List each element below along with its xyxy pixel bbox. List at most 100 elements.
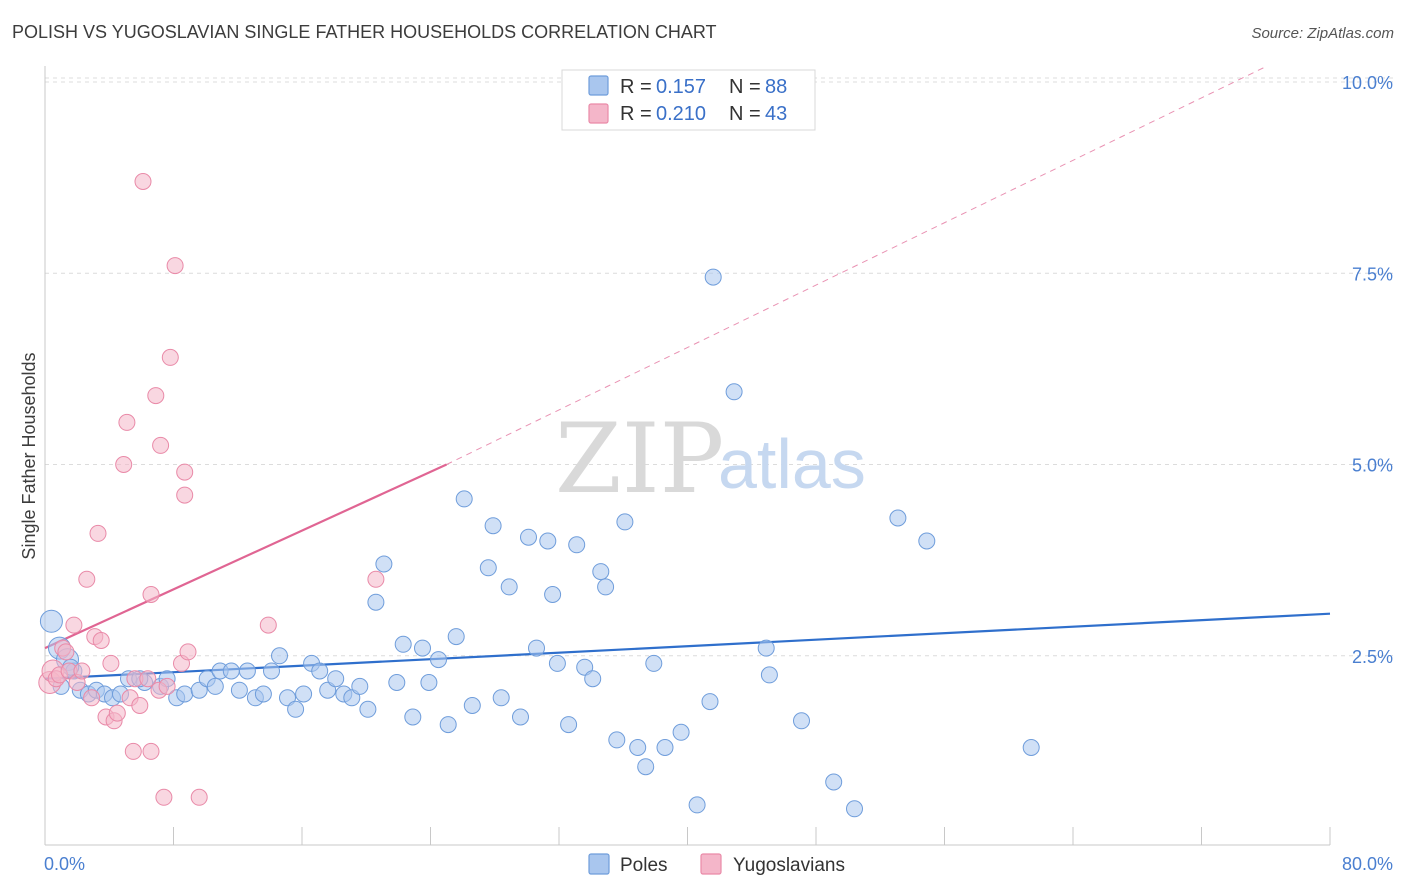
yugoslavians-point [134, 173, 152, 190]
poles-point [447, 628, 465, 646]
poles-point [688, 796, 706, 814]
poles-point [568, 536, 586, 554]
data-points [38, 173, 1040, 818]
yugoslavians-point [102, 654, 120, 672]
yugoslavians-point [147, 387, 165, 405]
legend-n-label-poles: N = [729, 76, 761, 98]
poles-point [512, 708, 529, 726]
x-tick-label-1: 80.0% [1342, 854, 1393, 874]
watermark-atlas: atlas [718, 425, 866, 503]
axes [44, 66, 1331, 846]
poles-point [176, 685, 194, 703]
yugoslavians-point [131, 697, 149, 714]
poles-point [367, 593, 385, 611]
yugoslavians-point [118, 413, 136, 431]
poles-point [295, 685, 313, 703]
poles-point [560, 716, 578, 734]
poles-point [230, 681, 248, 699]
poles-point [327, 670, 345, 688]
poles-point [846, 800, 863, 818]
legend-r-label-yugoslavians: R = [620, 103, 652, 125]
yugoslavians-point [124, 742, 142, 760]
poles-point [645, 654, 663, 672]
yugoslavians-point [78, 570, 96, 588]
poles-point [889, 509, 907, 527]
legend-n-value-poles: 88 [765, 76, 787, 98]
bottom-legend-poles: Poles [620, 855, 668, 876]
poles-point [388, 674, 406, 691]
yugoslavians-point [73, 662, 91, 680]
yugoslavians-point [158, 677, 176, 695]
yugoslavians-point [142, 586, 160, 603]
yugoslavians-point [367, 570, 385, 588]
legend-swatch-yugoslavians [588, 103, 609, 124]
poles-point [492, 689, 510, 707]
yugoslavians-point [155, 788, 173, 806]
legend-n-label-yugoslavians: N = [729, 103, 761, 125]
poles-point [760, 666, 778, 684]
poles-point [757, 639, 775, 657]
watermark: ZIP atlas [555, 403, 866, 515]
poles-point [584, 670, 602, 688]
legend-r-value-yugoslavians: 0.210 [656, 103, 706, 125]
poles-point [238, 662, 256, 680]
poles-point [520, 528, 537, 546]
poles-point [701, 693, 719, 711]
source-label: Source: ZipAtlas.com [1251, 25, 1394, 42]
yugoslavians-point [57, 643, 75, 661]
gridlines [45, 77, 1395, 657]
poles-point [271, 647, 288, 665]
poles-point [430, 651, 447, 669]
legend-box: R = 0.157 N = 88 R = 0.210 N = 43 [561, 69, 816, 131]
chart-title: POLISH VS YUGOSLAVIAN SINGLE FATHER HOUS… [12, 22, 717, 42]
poles-point [544, 586, 562, 603]
legend-r-label-poles: R = [620, 76, 652, 98]
poles-point [528, 639, 545, 657]
poles-point [616, 513, 634, 531]
poles-point [918, 532, 936, 550]
poles-point [263, 662, 280, 680]
yugoslavians-point [176, 486, 194, 504]
poles-point [479, 559, 497, 577]
poles-trend-line [44, 612, 1331, 680]
poles-point [287, 700, 305, 718]
poles-point [539, 532, 557, 550]
y-tick-label-0: 2.5% [1352, 647, 1393, 667]
yugoslavians-point [92, 632, 110, 649]
trend-lines [44, 66, 1331, 680]
poles-point [793, 712, 810, 730]
poles-point [394, 635, 412, 653]
x-tick-label-0: 0.0% [44, 854, 85, 874]
poles-point [420, 674, 438, 691]
yugoslavians-point [152, 436, 170, 454]
yugoslavians-point [65, 616, 83, 634]
poles-point [206, 677, 224, 695]
poles-point [672, 723, 690, 741]
yugoslavians-point [89, 524, 107, 542]
yugoslavians-point [115, 456, 133, 473]
poles-point [375, 555, 393, 573]
poles-point [359, 700, 377, 718]
poles-point [725, 383, 743, 401]
poles-point [455, 490, 473, 508]
poles-point [351, 677, 369, 695]
yugoslavians-point [166, 257, 184, 275]
poles-point [629, 739, 647, 756]
tick-labels: 2.5% 5.0% 7.5% 10.0% 0.0% 80.0% [44, 73, 1393, 874]
y-tick-label-1: 5.0% [1352, 456, 1393, 476]
poles-point [548, 654, 566, 672]
yugoslavians-point [83, 689, 101, 707]
y-tick-label-3: 10.0% [1342, 73, 1393, 93]
poles-point [637, 758, 655, 776]
poles-point [222, 662, 240, 680]
poles-point [608, 731, 626, 749]
yugoslavians-point [190, 788, 208, 806]
yugoslavians-point [259, 616, 277, 634]
poles-point [500, 578, 518, 596]
yugoslavians-point [142, 742, 160, 760]
poles-point [463, 697, 481, 714]
poles-point [704, 268, 722, 286]
yugoslavians-point [139, 670, 157, 688]
poles-point [1022, 739, 1040, 756]
yugoslavians-trend-extension [446, 66, 1266, 465]
